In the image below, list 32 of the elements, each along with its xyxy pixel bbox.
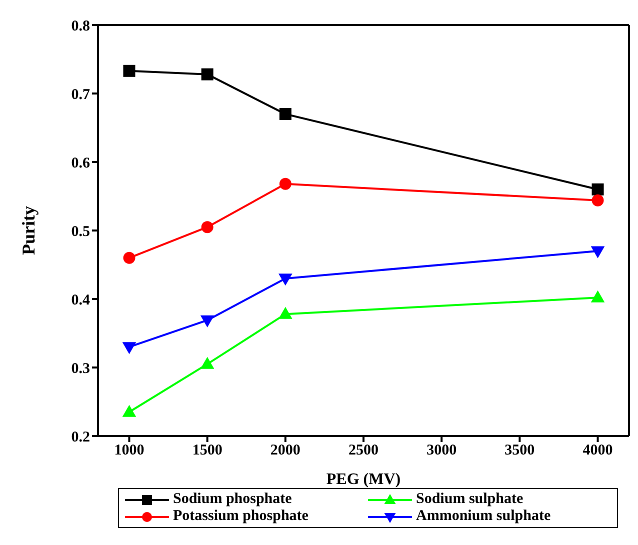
y-axis-title: Purity [18,206,38,255]
point [590,290,605,302]
legend-label: Sodium sulphate [416,491,524,508]
x-tick-label: 2000 [270,442,300,459]
point [122,404,136,417]
y-tick-label: 0.3 [71,360,90,377]
y-tick-label: 0.5 [71,224,90,240]
x-tick-label: 1500 [192,442,222,459]
legend-label: Ammonium sulphate [416,508,551,525]
x-axis-title: PEG (MV) [326,471,401,488]
legend-label: Sodium phosphate [173,491,292,508]
x-tick-label: 2500 [348,442,378,459]
point [279,108,292,120]
y-tick-label: 0.7 [71,86,90,103]
point [123,252,136,264]
point [201,68,214,80]
x-tick-label: 1000 [114,442,144,459]
x-tick-label: 4000 [582,442,613,459]
point [279,178,292,190]
y-tick-label: 0.8 [71,18,90,34]
legend-label: Potassium phosphate [173,508,308,525]
y-tick-label: 0.6 [71,155,90,172]
x-tick-label: 3500 [504,442,535,459]
point [123,64,136,77]
y-tick-label: 0.4 [71,292,90,308]
y-tick-label: 0.2 [71,429,90,446]
x-tick-label: 3000 [426,442,457,459]
point [200,356,214,369]
point [592,194,604,206]
point [278,306,292,319]
point [201,221,214,234]
point [592,183,604,196]
